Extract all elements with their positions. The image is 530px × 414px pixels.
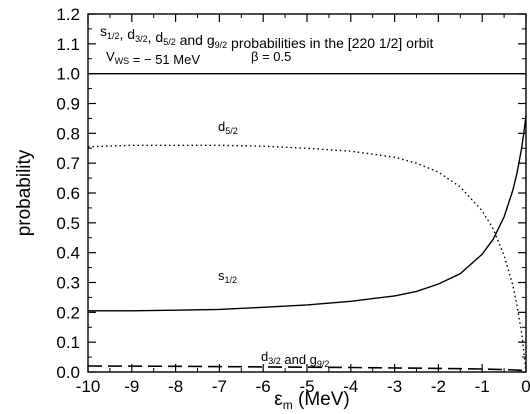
y-axis-title: probability xyxy=(14,149,35,236)
y-tick-label: 0.3 xyxy=(56,274,80,293)
d32-g92-line xyxy=(87,365,527,372)
x-tick-label: -10 xyxy=(76,377,101,396)
x-tick-label: -7 xyxy=(212,377,227,396)
x-tick-label: -8 xyxy=(168,377,183,396)
y-tick-label: 0.7 xyxy=(56,154,80,173)
d32-g92-label: d3/2 and g9/2 xyxy=(261,349,329,369)
x-tick-label: -3 xyxy=(387,377,402,396)
beta-annotation: β = 0.5 xyxy=(251,49,291,64)
x-tick-label: -4 xyxy=(343,377,358,396)
y-tick-label: 0.0 xyxy=(56,363,80,382)
s12-line xyxy=(88,115,527,312)
x-axis-title: εm (MeV) xyxy=(274,389,349,412)
series-lines xyxy=(87,72,527,373)
y-tick-label: 0.9 xyxy=(56,95,80,114)
y-tick-label: 0.5 xyxy=(56,214,80,233)
x-tick-label: 0 xyxy=(521,377,530,396)
y-tick-label: 0.1 xyxy=(56,333,80,352)
x-tick-label: -5 xyxy=(299,377,314,396)
x-tick-label: -1 xyxy=(475,377,490,396)
y-tick-label: 0.6 xyxy=(56,184,80,203)
axis-ticks: 0.0 0.1 0.2 0.3 0.4 0.5 0.6 0.7 0.8 0.9 1.0 1.1 1.2 -… xyxy=(56,5,530,396)
s12-label: s1/2 xyxy=(218,268,237,285)
y-tick-label: 0.2 xyxy=(56,303,80,322)
d52-line xyxy=(87,144,527,373)
y-tick-label: 1.1 xyxy=(56,35,80,54)
y-tick-label: 1.0 xyxy=(56,65,80,84)
chart-texts: s1/2, d3/2, d5/2 and g9/2 probabilities … xyxy=(14,23,434,412)
y-tick-label: 0.4 xyxy=(56,244,80,263)
x-tick-label: -6 xyxy=(256,377,271,396)
chart-title: s1/2, d3/2, d5/2 and g9/2 probabilities … xyxy=(100,23,434,51)
vws-annotation: VWS = − 51 MeV xyxy=(106,49,200,67)
x-tick-label: -2 xyxy=(431,377,446,396)
d52-label: d5/2 xyxy=(218,119,238,136)
x-tick-label: -9 xyxy=(124,377,139,396)
y-tick-label: 1.2 xyxy=(56,5,80,24)
y-tick-label: 0.8 xyxy=(56,124,80,143)
plot-frame xyxy=(87,13,527,373)
